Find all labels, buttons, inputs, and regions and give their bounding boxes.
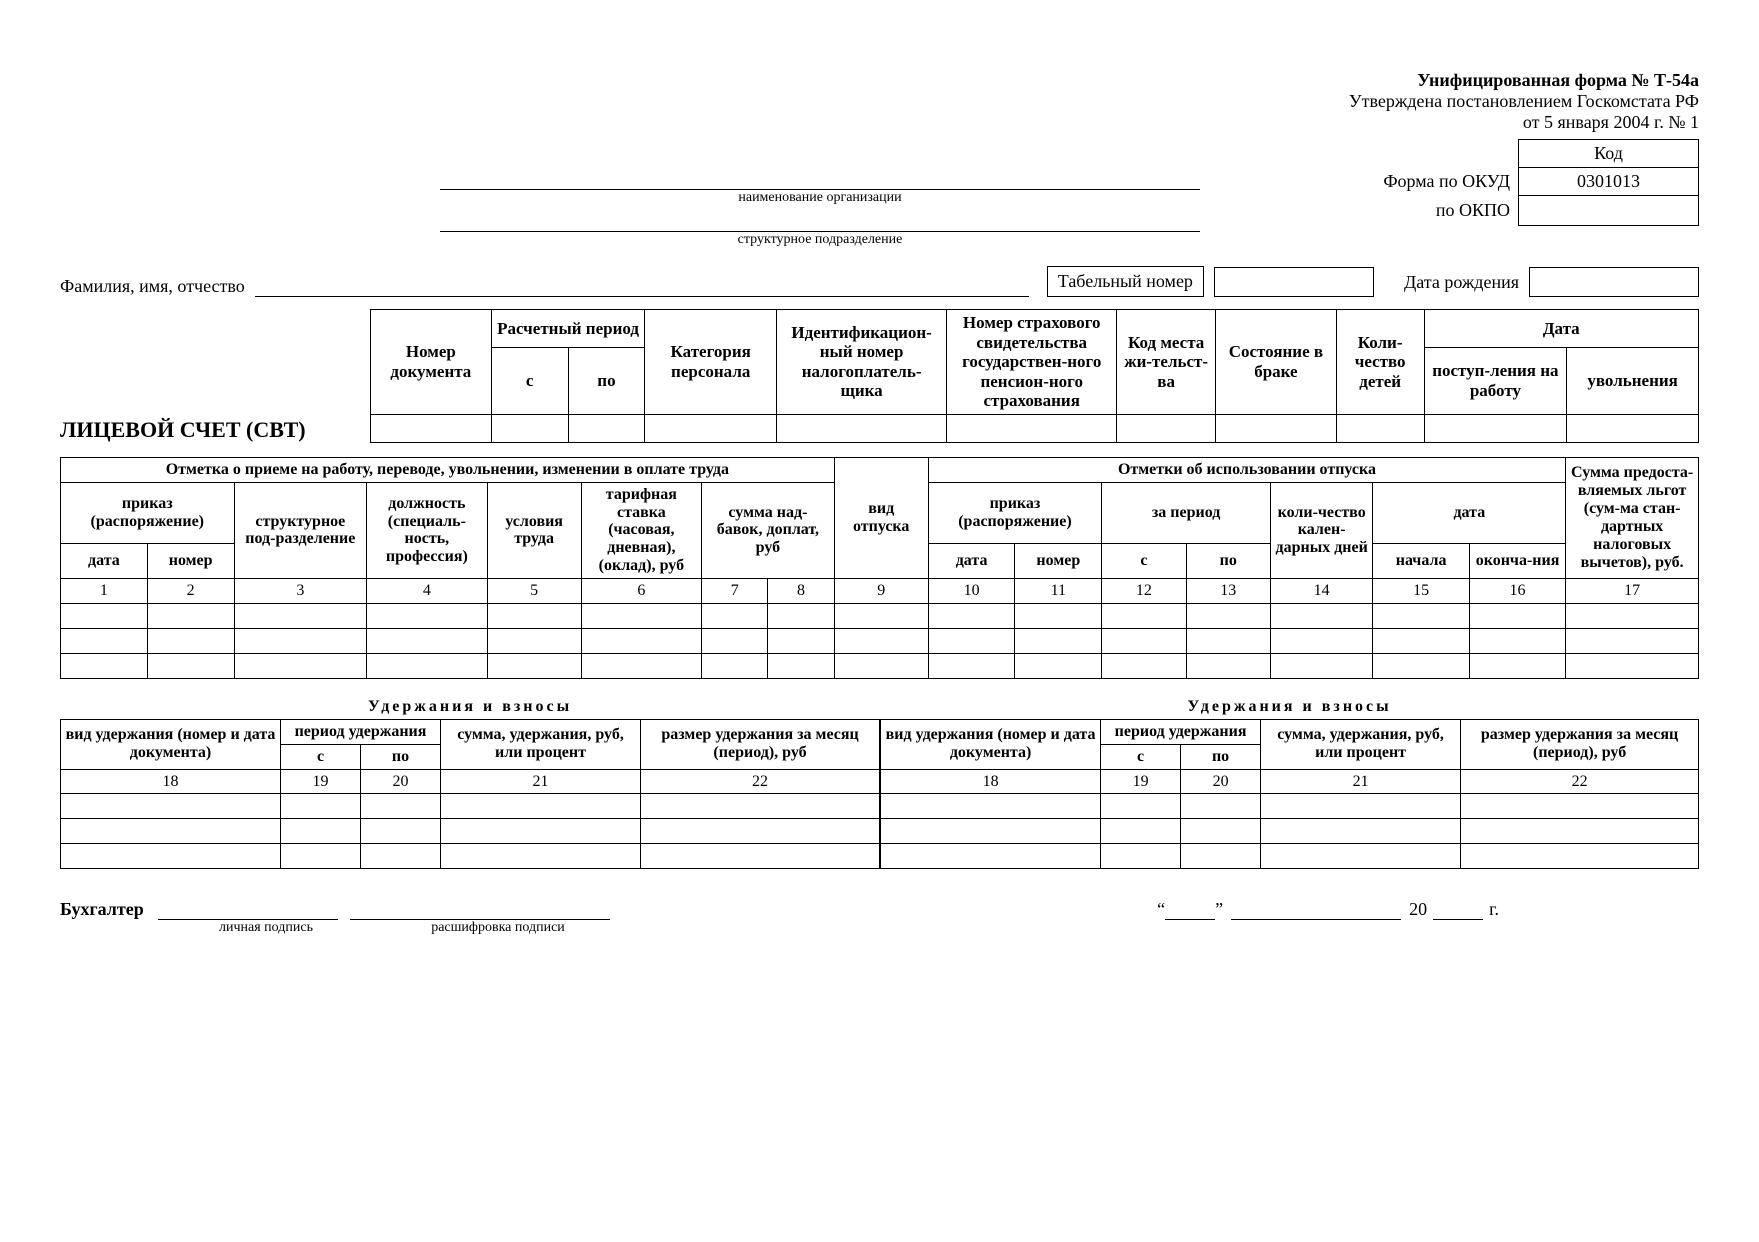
signature-row: Бухгалтер “ ” 20 г. (60, 899, 1699, 920)
year-suffix: г. (1489, 899, 1499, 920)
t2-hB: Отметки об использовании отпуска (928, 457, 1566, 482)
t3-row (61, 819, 880, 844)
t3-row (881, 819, 1699, 844)
h-res: Код места жи-тельст-ва (1117, 310, 1216, 415)
h-mar: Состояние в браке (1216, 310, 1337, 415)
subdiv-caption: структурное подразделение (440, 232, 1200, 248)
t3-per: период удержания (281, 719, 441, 744)
t3-title-l: Удержания и взносы (61, 695, 880, 719)
t3r-sum: сумма, удержания, руб, или процент (1261, 719, 1461, 769)
tab-label: Табельный номер (1047, 266, 1204, 297)
t2-vac: вид отпуска (834, 457, 928, 578)
h-cat: Категория персонала (645, 310, 777, 415)
t3r-per: период удержания (1101, 719, 1261, 744)
okud-label: Форма по ОКУД (1383, 168, 1518, 196)
t3-row (61, 844, 880, 869)
main-title: ЛИЦЕВОЙ СЧЕТ (СВТ) (60, 417, 306, 443)
t2-n2: номер (1015, 543, 1102, 579)
sig-role: Бухгалтер (60, 899, 144, 920)
dob-label: Дата рождения (1404, 272, 1519, 293)
t2-n: номер (147, 543, 234, 579)
t3-row (61, 794, 880, 819)
fio-label: Фамилия, имя, отчество (60, 276, 245, 297)
t3-size: размер удержания за месяц (период), руб (641, 719, 880, 769)
t3-title-r: Удержания и взносы (881, 695, 1699, 719)
dob-wrap: Дата рождения (1404, 267, 1699, 297)
t2-order2: приказ (распоряжение) (928, 482, 1102, 543)
t2-row (61, 653, 1699, 678)
t3-row (881, 794, 1699, 819)
h-inn: Идентификацион-ный номер налогоплатель-щ… (777, 310, 947, 415)
t3r-f: с (1101, 744, 1181, 769)
t2-pos: должность (специаль-ность, профессия) (367, 482, 488, 579)
t2-en: оконча-ния (1469, 543, 1566, 579)
t2-d2: дата (928, 543, 1015, 579)
t2-hA: Отметка о приеме на работу, переводе, ув… (61, 457, 835, 482)
t2-row (61, 604, 1699, 629)
t2-cond: условия труда (487, 482, 581, 579)
t2-d: дата (61, 543, 148, 579)
fio-line (255, 277, 1029, 297)
dob-box (1529, 267, 1699, 297)
h-to: по (568, 348, 645, 414)
tab-box (1214, 267, 1374, 297)
sig-cap2: расшифровка подписи (368, 920, 628, 936)
t2-order: приказ (распоряжение) (61, 482, 235, 543)
t3-row (881, 844, 1699, 869)
org-caption: наименование организации (440, 190, 1200, 206)
tab-number-wrap: Табельный номер (1047, 266, 1374, 297)
t2-sum: Сумма предоста-вляемых льгот (сум-ма ста… (1566, 457, 1699, 578)
table-main: Отметка о приеме на работу, переводе, ув… (60, 457, 1699, 679)
t3r-colnums: 1819202122 (881, 769, 1699, 794)
h-hire: поступ-ления на работу (1424, 348, 1567, 414)
t2-rate: тарифная ставка (часовая, дневная), (окл… (581, 482, 702, 579)
t2-add: сумма над-бавок, доплат, руб (702, 482, 835, 579)
t3r-t: по (1181, 744, 1261, 769)
t3r-size: размер удержания за месяц (период), руб (1461, 719, 1699, 769)
t2-f: с (1102, 543, 1186, 579)
h-snils: Номер страхового свидетельства государст… (947, 310, 1117, 415)
h-doc: Номер документа (371, 310, 492, 415)
t3-t: по (361, 744, 441, 769)
okpo-label: по ОКПО (1383, 196, 1518, 226)
form-title: Унифицированная форма № Т-54а (1349, 70, 1699, 91)
sig-cap1: личная подпись (176, 920, 356, 936)
t3-f: с (281, 744, 361, 769)
t3r-kind: вид удержания (номер и дата документа) (881, 719, 1101, 769)
h-fire: увольнения (1567, 348, 1699, 414)
okpo-code (1519, 196, 1699, 226)
t2-subdiv: структурное под-разделение (234, 482, 367, 579)
t2-colnums: 1234 5678 9101112 13141516 17 (61, 579, 1699, 604)
year-prefix: 20 (1409, 899, 1427, 920)
okud-code: 0301013 (1519, 168, 1699, 196)
t2-date: дата (1373, 482, 1566, 543)
t2-per: за период (1102, 482, 1271, 543)
t2-st: начала (1373, 543, 1469, 579)
h-date: Дата (1424, 310, 1698, 348)
t2-row (61, 628, 1699, 653)
h-period: Расчетный период (491, 310, 645, 348)
t2-caldays: коли-чество кален-дарных дней (1270, 482, 1372, 579)
h-kids: Коли-чество детей (1336, 310, 1424, 415)
t2-t: по (1186, 543, 1270, 579)
approved-date: от 5 января 2004 г. № 1 (1349, 112, 1699, 133)
t3-sum: сумма, удержания, руб, или процент (441, 719, 641, 769)
t3-colnums: 1819202122 (61, 769, 880, 794)
approved-by: Утверждена постановлением Госкомстата РФ (1349, 91, 1699, 112)
h-from: с (491, 348, 568, 414)
table-doc-header: Номер документа Расчетный период Категор… (370, 309, 1699, 443)
code-header: Код (1519, 140, 1699, 168)
t3-kind: вид удержания (номер и дата документа) (61, 719, 281, 769)
table-deduct-left: Удержания и взносы вид удержания (номер … (60, 695, 880, 869)
table-deduct-right: Удержания и взносы вид удержания (номер … (880, 695, 1699, 869)
